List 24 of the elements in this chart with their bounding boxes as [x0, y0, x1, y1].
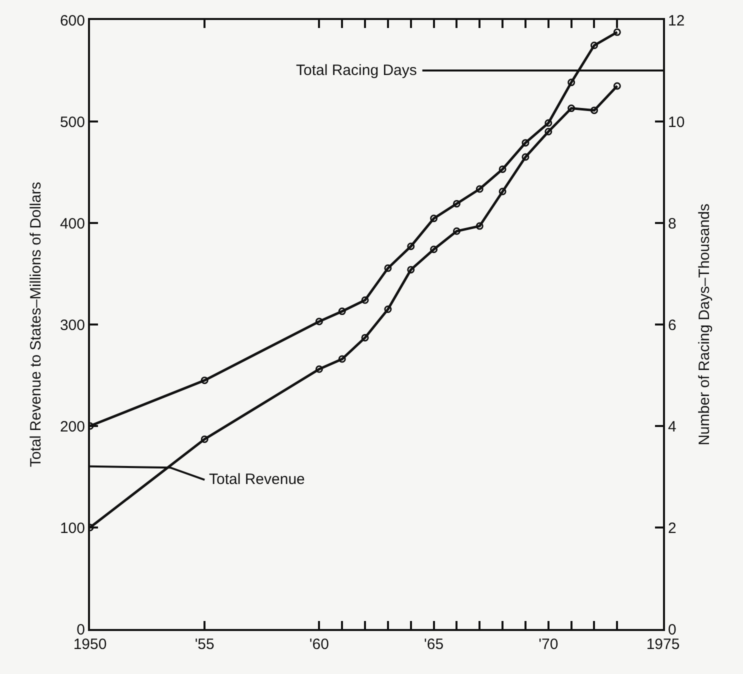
y2-tick-label: 2: [668, 520, 676, 537]
y-tick-label: 400: [60, 215, 85, 232]
annotation: Total Revenue: [209, 471, 305, 488]
y2-tick-label: 6: [668, 316, 676, 334]
y-tick-label: 500: [60, 114, 85, 131]
y-tick-label: 600: [60, 12, 85, 30]
y2-tick-label: 4: [668, 418, 676, 436]
y2-tick-label: 12: [668, 12, 685, 30]
y2-tick-label: 8: [668, 215, 676, 232]
x-tick-label: 1975: [646, 636, 680, 653]
x-tick-label: '70: [538, 636, 558, 653]
y-axis-title: Total Revenue to States–Millions of Dollars: [28, 182, 45, 468]
y-tick-label: 300: [60, 316, 85, 334]
y2-tick-label: 0: [668, 621, 676, 638]
x-tick-label: 1950: [73, 636, 107, 653]
y-tick-label: 100: [60, 520, 85, 537]
x-tick-label: '55: [194, 636, 214, 653]
x-tick-label: '60: [309, 636, 329, 653]
y-tick-label: 200: [60, 418, 85, 436]
y2-tick-label: 10: [668, 114, 685, 131]
annotation: Total Racing Days: [296, 62, 417, 79]
y-tick-label: 0: [76, 621, 85, 638]
y2-axis-title: Number of Racing Days–Thousands: [696, 204, 714, 446]
x-tick-label: '65: [424, 636, 444, 653]
